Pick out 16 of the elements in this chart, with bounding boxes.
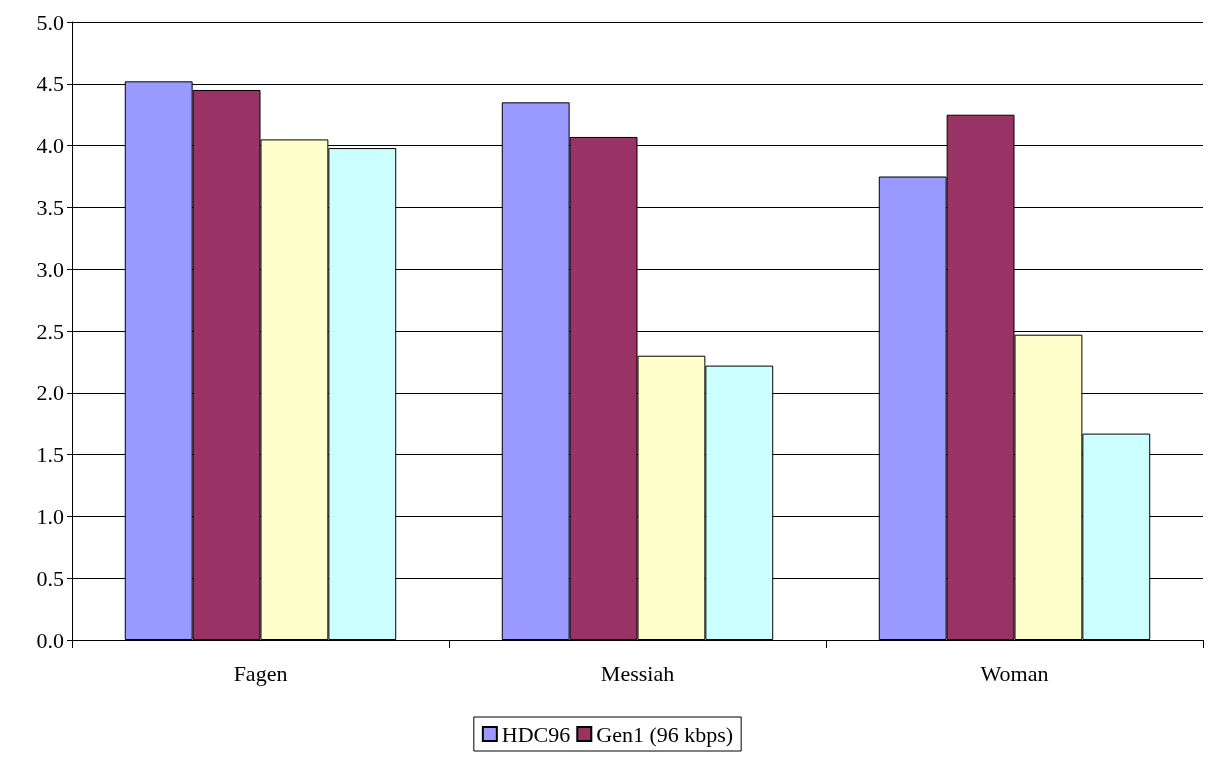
y-tick-label: 5.0 (36, 9, 64, 35)
y-tick-label: 0.5 (36, 565, 64, 591)
legend-label: HDC96 (501, 721, 571, 747)
x-tick-label: Fagen (233, 660, 288, 686)
legend-label: Gen1 (96 kbps) (596, 721, 734, 747)
x-tick-label: Messiah (600, 660, 675, 686)
y-tick-label: 2.0 (36, 380, 64, 406)
y-tick-label: 1.0 (36, 503, 64, 529)
x-tick-label: Woman (980, 660, 1049, 686)
y-tick-label: 3.5 (36, 194, 64, 220)
y-tick-label: 4.5 (36, 71, 64, 97)
y-tick-label: 2.5 (36, 318, 64, 344)
y-tick-label: 3.0 (36, 256, 64, 282)
y-tick-label: 1.5 (36, 442, 64, 468)
y-tick-label: 4.0 (36, 133, 64, 159)
y-tick-label: 0.0 (36, 627, 64, 653)
